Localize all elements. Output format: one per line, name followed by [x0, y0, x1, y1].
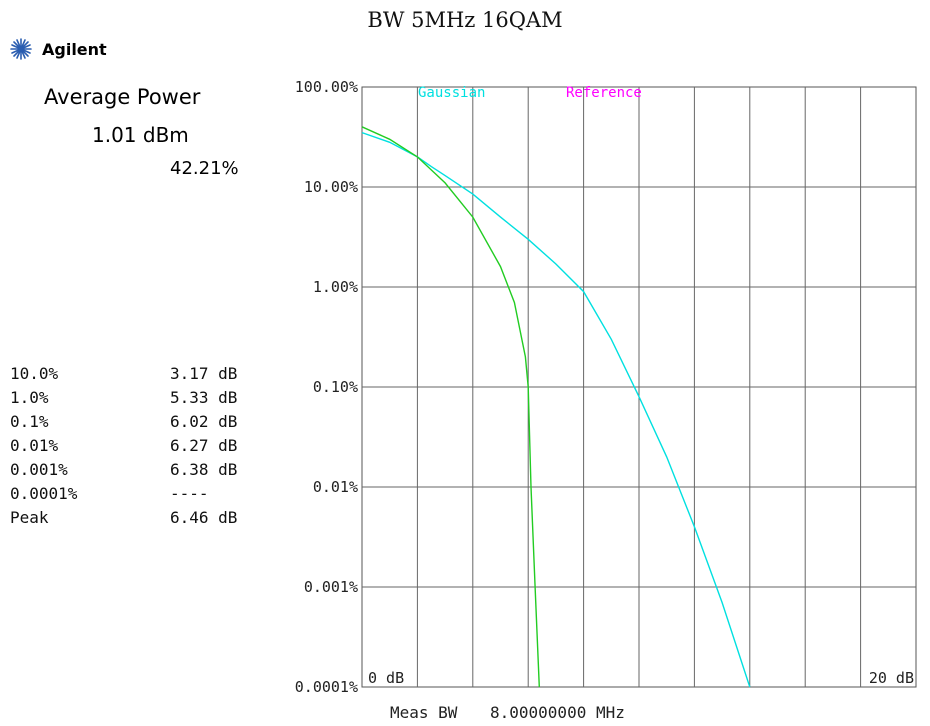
series-line-measured — [361, 126, 540, 688]
stat-label: 10.0% — [10, 364, 59, 383]
stat-label: 0.0001% — [10, 484, 78, 503]
stat-value: ---- — [170, 484, 209, 503]
x-tick-label: 0 dB — [368, 669, 404, 687]
y-tick-label: 0.01% — [313, 478, 358, 496]
legend-reference: Reference — [566, 85, 642, 101]
average-power-label: Average Power — [44, 85, 201, 109]
stat-value: 5.33 dB — [170, 388, 238, 407]
meas-bw-label: Meas BW — [390, 703, 458, 722]
stat-value: 6.02 dB — [170, 412, 238, 431]
stat-value: 6.38 dB — [170, 460, 238, 479]
legend-gaussian: Gaussian — [418, 85, 485, 101]
average-power-value: 1.01 dBm — [92, 123, 189, 147]
stat-row: Peak 6.46 dB — [10, 508, 260, 532]
y-tick-label: 0.0001% — [295, 678, 358, 696]
stat-label: 0.01% — [10, 436, 59, 455]
y-tick-label: 10.00% — [304, 178, 358, 196]
stat-value: 6.46 dB — [170, 508, 238, 527]
y-tick-label: 1.00% — [313, 278, 358, 296]
page-title: BW 5MHz 16QAM — [367, 8, 563, 32]
y-tick-label: 0.10% — [313, 378, 358, 396]
y-tick-label: 0.001% — [304, 578, 358, 596]
y-tick-label: 100.00% — [295, 78, 358, 96]
x-tick-label: 20 dB — [869, 669, 914, 687]
brand-name: Agilent — [42, 39, 107, 59]
stat-value: 3.17 dB — [170, 364, 238, 383]
stat-row: 1.0% 5.33 dB — [10, 388, 260, 412]
series-line-gaussian — [361, 131, 751, 688]
agilent-spark-icon — [10, 38, 32, 60]
average-power-percent: 42.21% — [170, 158, 239, 179]
brand: Agilent — [10, 38, 107, 60]
stat-value: 6.27 dB — [170, 436, 238, 455]
stat-row: 0.01% 6.27 dB — [10, 436, 260, 460]
stat-row: 0.1% 6.02 dB — [10, 412, 260, 436]
stat-label: 0.001% — [10, 460, 68, 479]
stat-row: 0.0001% ---- — [10, 484, 260, 508]
meas-bw-value: 8.00000000 MHz — [490, 703, 625, 722]
stat-label: Peak — [10, 508, 49, 527]
stat-label: 0.1% — [10, 412, 49, 431]
stat-row: 0.001% 6.38 dB — [10, 460, 260, 484]
stat-label: 1.0% — [10, 388, 49, 407]
stat-row: 10.0% 3.17 dB — [10, 364, 260, 388]
